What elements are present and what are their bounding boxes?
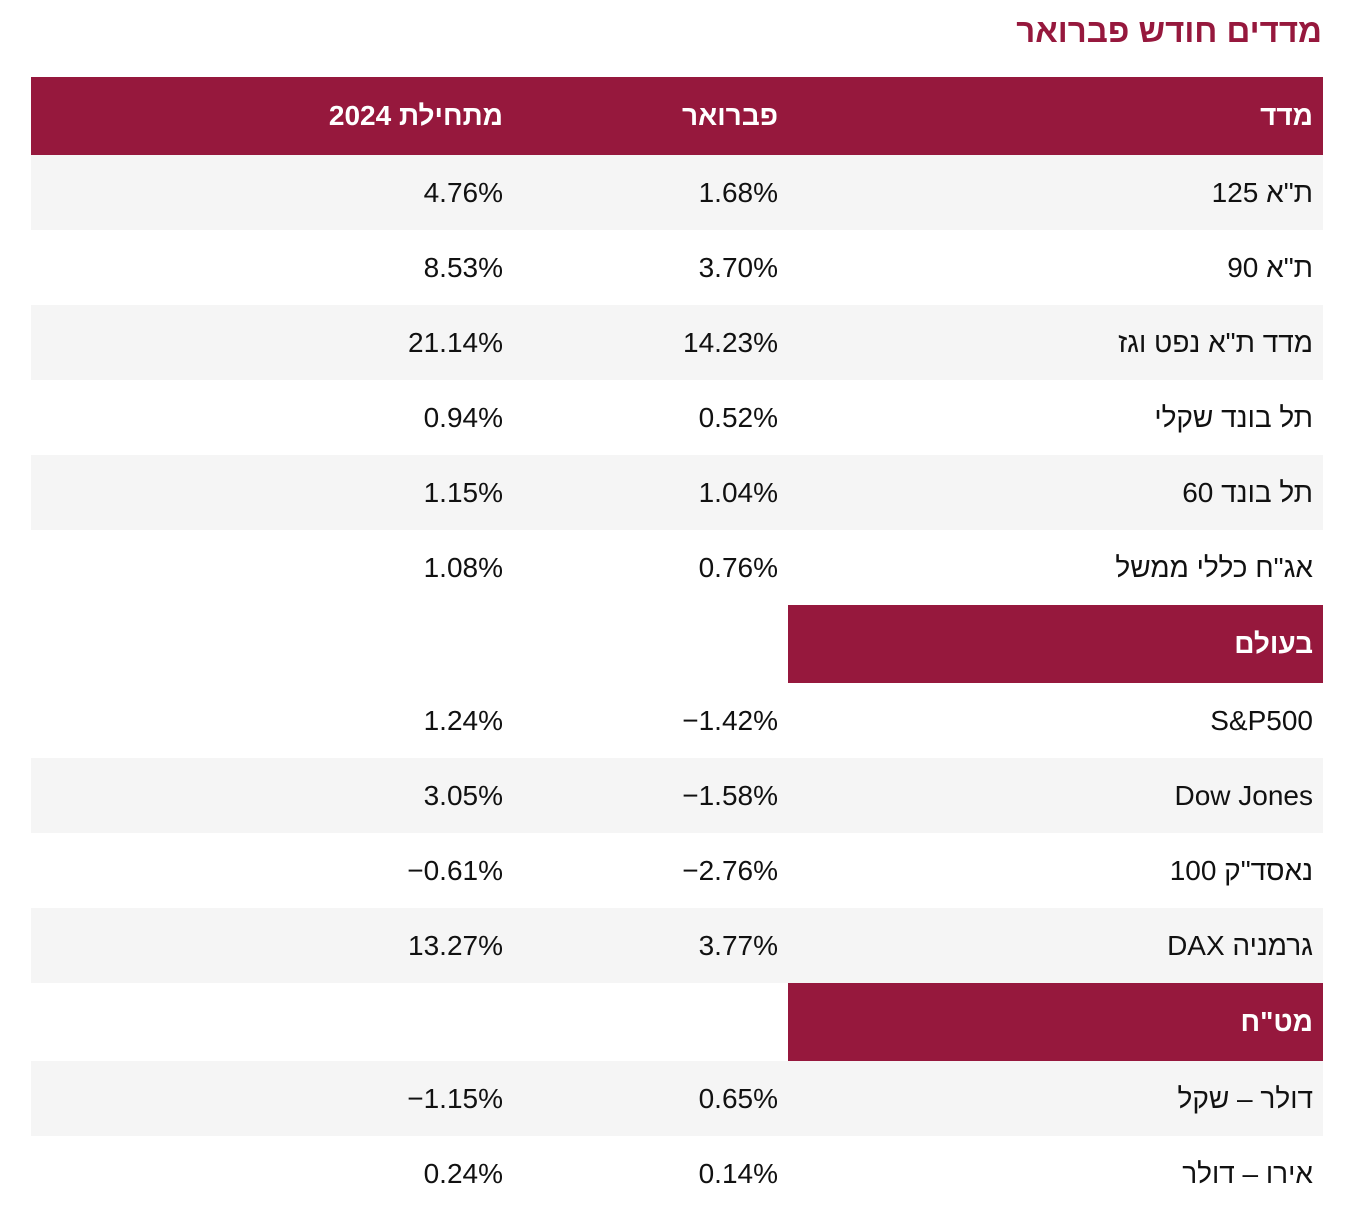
- table-row: אג"ח כללי ממשל 0.76% 1.08%: [31, 530, 1323, 605]
- table-row: תל בונד 60 1.04% 1.15%: [31, 455, 1323, 530]
- section-header-world: בעולם: [31, 605, 1323, 683]
- header-index: מדד: [1260, 100, 1313, 131]
- index-name: תל בונד 60: [1182, 476, 1313, 508]
- ytd-value: 1.15%: [423, 476, 503, 508]
- page-title: מדדים חודש פברואר: [1016, 12, 1322, 49]
- table-row: מדד ת"א נפט וגז 14.23% 21.14%: [31, 305, 1323, 380]
- index-name: תל בונד שקלי: [1154, 401, 1313, 433]
- section-header-fx: מט"ח: [31, 983, 1323, 1061]
- index-name: מדד ת"א נפט וגז: [1118, 326, 1313, 358]
- ytd-value: 13.27%: [408, 929, 503, 961]
- section-bar: [788, 605, 1323, 683]
- index-name: דולר – שקל: [1177, 1082, 1313, 1114]
- february-value: −1.42%: [682, 704, 778, 736]
- index-name: נאסד"ק 100: [1169, 854, 1313, 886]
- ytd-value: 1.08%: [423, 551, 503, 583]
- table-row: ת"א 125 1.68% 4.76%: [31, 155, 1323, 230]
- february-value: 0.65%: [698, 1082, 778, 1114]
- ytd-value: 4.76%: [423, 176, 503, 208]
- february-value: 1.04%: [698, 476, 778, 508]
- section-title: בעולם: [1234, 628, 1313, 659]
- february-value: 0.52%: [698, 401, 778, 433]
- february-value: 0.14%: [698, 1157, 778, 1189]
- february-value: −1.58%: [682, 779, 778, 811]
- ytd-value: 0.94%: [423, 401, 503, 433]
- index-name: אירו – דולר: [1182, 1157, 1313, 1189]
- index-name: ת"א 90: [1227, 251, 1313, 283]
- table-row: אירו – דולר 0.14% 0.24%: [31, 1136, 1323, 1211]
- index-name: Dow Jones: [1174, 779, 1313, 811]
- february-value: 1.68%: [698, 176, 778, 208]
- table-row: דולר – שקל 0.65% −1.15%: [31, 1061, 1323, 1136]
- header-february: פברואר: [682, 100, 778, 131]
- section-bar: [788, 983, 1323, 1061]
- header-ytd: מתחילת 2024: [328, 100, 503, 131]
- ytd-value: 1.24%: [423, 704, 503, 736]
- index-name: אג"ח כללי ממשל: [1115, 551, 1313, 583]
- february-value: 14.23%: [683, 326, 778, 358]
- indices-table: מדד פברואר מתחילת 2024 ת"א 125 1.68% 4.7…: [31, 77, 1323, 1211]
- table-row: S&P500 −1.42% 1.24%: [31, 683, 1323, 758]
- table-row: ת"א 90 3.70% 8.53%: [31, 230, 1323, 305]
- section-title: מט"ח: [1240, 1006, 1313, 1037]
- february-value: −2.76%: [682, 854, 778, 886]
- index-name: S&P500: [1210, 704, 1313, 736]
- index-name: גרמניה DAX: [1167, 929, 1313, 961]
- table-header-row: מדד פברואר מתחילת 2024: [31, 77, 1323, 155]
- table-row: תל בונד שקלי 0.52% 0.94%: [31, 380, 1323, 455]
- february-value: 3.70%: [698, 251, 778, 283]
- ytd-value: −1.15%: [407, 1082, 503, 1114]
- ytd-value: −0.61%: [407, 854, 503, 886]
- table-row: גרמניה DAX 3.77% 13.27%: [31, 908, 1323, 983]
- ytd-value: 3.05%: [423, 779, 503, 811]
- table-row: Dow Jones −1.58% 3.05%: [31, 758, 1323, 833]
- february-value: 0.76%: [698, 551, 778, 583]
- ytd-value: 0.24%: [423, 1157, 503, 1189]
- index-name: ת"א 125: [1211, 176, 1313, 208]
- table-row: נאסד"ק 100 −2.76% −0.61%: [31, 833, 1323, 908]
- ytd-value: 21.14%: [408, 326, 503, 358]
- february-value: 3.77%: [698, 929, 778, 961]
- ytd-value: 8.53%: [423, 251, 503, 283]
